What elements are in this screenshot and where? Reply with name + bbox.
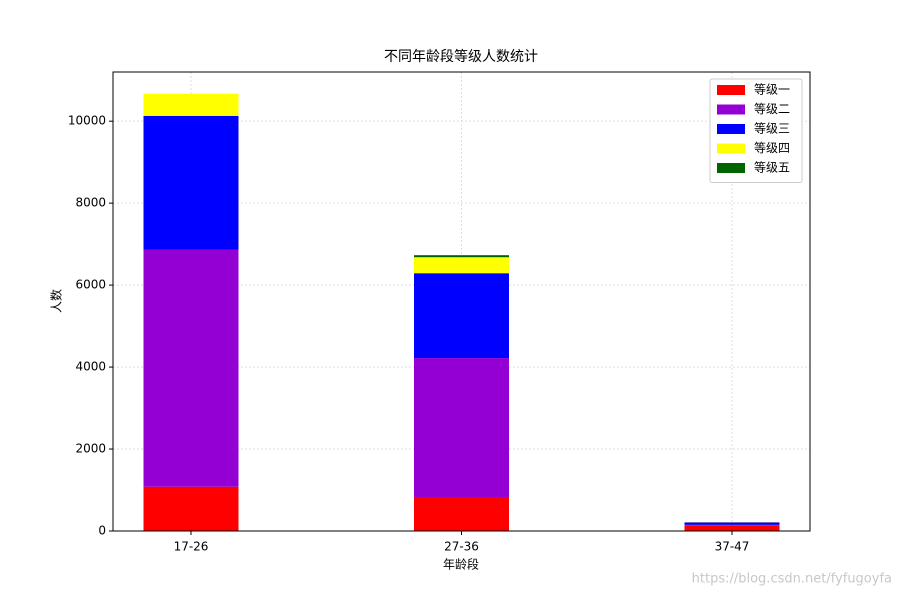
chart-title: 不同年龄段等级人数统计 — [384, 48, 538, 65]
legend-label: 等级二 — [754, 102, 790, 116]
legend-label: 等级三 — [754, 122, 790, 136]
legend-swatch — [717, 124, 745, 134]
bar-segment — [143, 249, 239, 487]
bar-segment — [414, 257, 509, 274]
y-tick-label: 10000 — [68, 114, 106, 128]
legend-swatch — [717, 163, 745, 173]
y-tick-label: 4000 — [75, 360, 106, 374]
bar-segment — [414, 273, 509, 359]
x-tick-label: 37-47 — [715, 540, 750, 554]
bar-segment — [684, 525, 780, 531]
bar-segment — [143, 486, 239, 531]
y-tick-label: 8000 — [75, 196, 106, 210]
x-tick-label: 27-36 — [444, 540, 479, 554]
x-axis-label: 年龄段 — [443, 557, 479, 572]
y-axis-label: 人数 — [49, 289, 64, 313]
y-tick-label: 0 — [98, 524, 106, 538]
legend-swatch — [717, 104, 745, 115]
bar-segment — [143, 93, 239, 116]
legend-swatch — [717, 143, 745, 154]
legend-label: 等级五 — [754, 161, 790, 175]
bar-segment — [143, 115, 239, 250]
watermark: https://blog.csdn.net/fyfugoyfa — [692, 572, 892, 587]
legend-swatch — [717, 85, 745, 95]
plot-frame — [112, 71, 811, 532]
legend-label: 等级四 — [754, 141, 790, 155]
legend-label: 等级一 — [754, 83, 790, 97]
bar-segment — [414, 255, 509, 258]
bar-segment — [414, 358, 509, 497]
bar-segment — [684, 522, 780, 525]
x-tick-label: 17-26 — [174, 540, 209, 554]
y-tick-label: 6000 — [75, 278, 106, 292]
bar-segment — [414, 496, 509, 531]
y-tick-label: 2000 — [75, 442, 106, 456]
